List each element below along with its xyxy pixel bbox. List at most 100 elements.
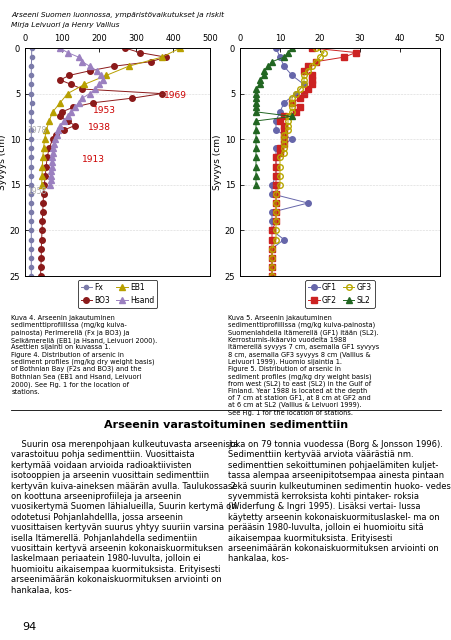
EB1: [159, 53, 164, 61]
Hsand: [64, 49, 70, 56]
Text: joka on 79 tonnia vuodessa (Borg & Jonsson 1996).
Sedimenttiin kertyvää arviota : joka on 79 tonnia vuodessa (Borg & Jonss…: [228, 440, 451, 563]
Hsand: [94, 67, 100, 75]
Hsand: [50, 154, 55, 161]
BO3: [46, 145, 52, 152]
GF2: [281, 122, 286, 129]
GF1: [289, 72, 294, 79]
GF2: [281, 131, 286, 138]
GF3: [285, 126, 290, 134]
GF3: [273, 236, 278, 243]
GF2: [269, 227, 274, 234]
Line: Hsand: Hsand: [46, 45, 106, 188]
GF2: [273, 172, 278, 179]
SL2: [261, 67, 266, 75]
Hsand: [57, 44, 63, 52]
BO3: [137, 49, 142, 56]
Line: GF3: GF3: [269, 45, 326, 279]
SL2: [289, 113, 294, 120]
Text: 1969: 1969: [163, 91, 186, 100]
GF3: [281, 131, 286, 138]
GF3: [301, 72, 306, 79]
GF2: [308, 72, 314, 79]
Fx: [28, 199, 34, 207]
SL2: [265, 62, 270, 70]
GF1: [269, 227, 274, 234]
Text: 1978: 1978: [27, 127, 46, 136]
Fx: [28, 62, 34, 70]
GF3: [304, 67, 310, 75]
EB1: [64, 90, 70, 97]
GF3: [276, 181, 282, 189]
SL2: [281, 53, 286, 61]
EB1: [39, 172, 45, 179]
EB1: [103, 72, 109, 79]
SL2: [257, 81, 262, 88]
BO3: [129, 94, 135, 102]
Fx: [28, 108, 34, 116]
GF1: [276, 108, 282, 116]
EB1: [41, 145, 46, 152]
GF3: [281, 149, 286, 157]
Text: 1913: 1913: [82, 155, 105, 164]
BO3: [64, 117, 70, 125]
Hsand: [100, 76, 105, 84]
Fx: [28, 218, 34, 225]
EB1: [40, 154, 46, 161]
BO3: [122, 44, 127, 52]
GF3: [273, 199, 278, 207]
GF2: [269, 272, 274, 280]
GF1: [281, 99, 286, 106]
GF1: [273, 126, 278, 134]
GF2: [281, 113, 286, 120]
Fx: [28, 227, 34, 234]
GF3: [313, 44, 318, 52]
Fx: [29, 44, 34, 52]
GF1: [273, 117, 278, 125]
BO3: [72, 122, 78, 129]
BO3: [39, 236, 44, 243]
GF2: [297, 94, 302, 102]
Hsand: [48, 172, 54, 179]
Hsand: [98, 72, 103, 79]
GF2: [269, 263, 274, 271]
GF3: [281, 136, 286, 143]
GF1: [273, 172, 278, 179]
EB1: [42, 136, 47, 143]
GF3: [269, 263, 274, 271]
GF2: [273, 209, 278, 216]
Fx: [28, 181, 34, 189]
GF1: [269, 272, 274, 280]
BO3: [38, 244, 44, 252]
GF3: [285, 113, 290, 120]
Line: GF1: GF1: [269, 45, 310, 279]
GF3: [321, 49, 326, 56]
SL2: [253, 108, 258, 116]
Hsand: [52, 136, 58, 143]
BO3: [70, 104, 76, 111]
GF1: [273, 145, 278, 152]
Hsand: [57, 122, 63, 129]
Text: 1953: 1953: [93, 106, 116, 115]
Hsand: [49, 158, 55, 166]
GF3: [289, 104, 294, 111]
GF2: [273, 218, 278, 225]
SL2: [261, 72, 266, 79]
GF2: [293, 108, 298, 116]
Line: SL2: SL2: [252, 45, 295, 188]
GF3: [285, 117, 290, 125]
GF3: [297, 85, 302, 93]
GF1: [304, 199, 310, 207]
GF1: [273, 44, 278, 52]
Hsand: [79, 58, 85, 65]
GF3: [301, 81, 306, 88]
GF1: [269, 218, 274, 225]
GF2: [313, 58, 318, 65]
GF2: [301, 90, 306, 97]
GF2: [276, 149, 282, 157]
Fx: [28, 190, 34, 198]
Hsand: [64, 113, 70, 120]
Fx: [28, 145, 34, 152]
Text: 1938: 1938: [87, 123, 110, 132]
GF3: [273, 218, 278, 225]
GF1: [269, 263, 274, 271]
